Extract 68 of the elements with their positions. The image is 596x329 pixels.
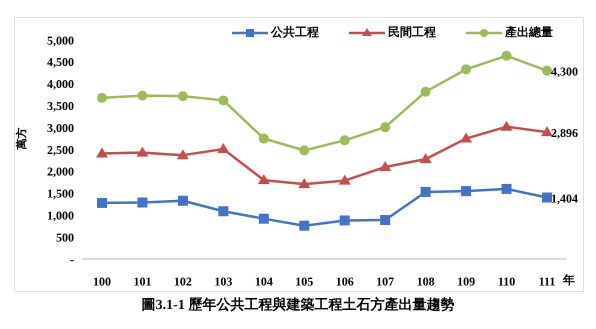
y-tick-label: - (70, 252, 74, 266)
x-tick-label: 109 (457, 274, 476, 289)
y-tick-label: 1,000 (47, 208, 74, 222)
point (340, 215, 350, 226)
y-tick-label: 3,000 (47, 120, 74, 135)
point (258, 174, 270, 184)
point (299, 145, 310, 156)
point (137, 198, 148, 208)
x-tick-label: 101 (133, 274, 152, 289)
point (298, 178, 310, 188)
legend-label: 公共工程 (271, 24, 319, 41)
text: 圖3.1-1 歷年公共工程與建築工程土石方產出量趨勢 (140, 296, 456, 314)
y-axis-title: 萬方 (14, 128, 28, 150)
x-tick-label: 105 (295, 274, 314, 289)
point (217, 143, 230, 154)
point (218, 206, 228, 216)
legend-label: 民間工程 (388, 24, 436, 41)
data-label: 2,896 (551, 126, 578, 140)
point (137, 90, 148, 101)
point (542, 192, 552, 203)
point (176, 149, 189, 160)
x-tick-label: 100 (93, 274, 111, 289)
point (420, 86, 431, 97)
x-tick-label: 104 (254, 274, 273, 289)
point (97, 198, 107, 208)
x-tick-label: 103 (214, 274, 232, 289)
point (380, 122, 390, 132)
point (338, 174, 351, 185)
point (420, 153, 432, 164)
y-tick-label: 500 (56, 230, 74, 244)
point (380, 215, 390, 226)
point (258, 214, 269, 224)
point (460, 132, 472, 143)
point (218, 95, 228, 106)
y-tick-label: 4,000 (47, 77, 74, 92)
y-tick-label: 5,000 (47, 33, 74, 48)
x-tick-label: 110 (498, 274, 516, 289)
point (461, 186, 472, 196)
x-tick-label: 106 (336, 274, 354, 289)
point (178, 196, 188, 206)
point (96, 147, 108, 158)
x-tick-label: 111 (538, 274, 556, 289)
y-tick-label: 4,500 (47, 55, 74, 70)
data-label: 4,300 (551, 64, 578, 79)
point (97, 92, 107, 103)
data-label: 1,404 (551, 192, 578, 206)
y-tick-label: 2,000 (47, 164, 74, 179)
x-tick-label: 102 (174, 274, 192, 289)
y-tick-label: 1,500 (47, 186, 74, 201)
y-tick-label: 3,500 (47, 98, 74, 113)
point (299, 220, 310, 231)
point (258, 134, 269, 144)
point (136, 146, 148, 157)
point (461, 64, 472, 74)
point (541, 126, 553, 136)
point (502, 50, 512, 61)
point (500, 120, 513, 131)
point (420, 186, 431, 197)
legend-label: 產出總量 (505, 24, 553, 41)
x-axis-title: 年 (563, 272, 575, 289)
point (502, 184, 512, 194)
point (178, 91, 188, 102)
x-tick-label: 107 (376, 274, 394, 289)
y-tick-label: 2,500 (47, 142, 74, 157)
point (379, 161, 392, 172)
point (542, 66, 552, 76)
point (340, 135, 350, 146)
x-tick-label: 108 (416, 274, 435, 289)
